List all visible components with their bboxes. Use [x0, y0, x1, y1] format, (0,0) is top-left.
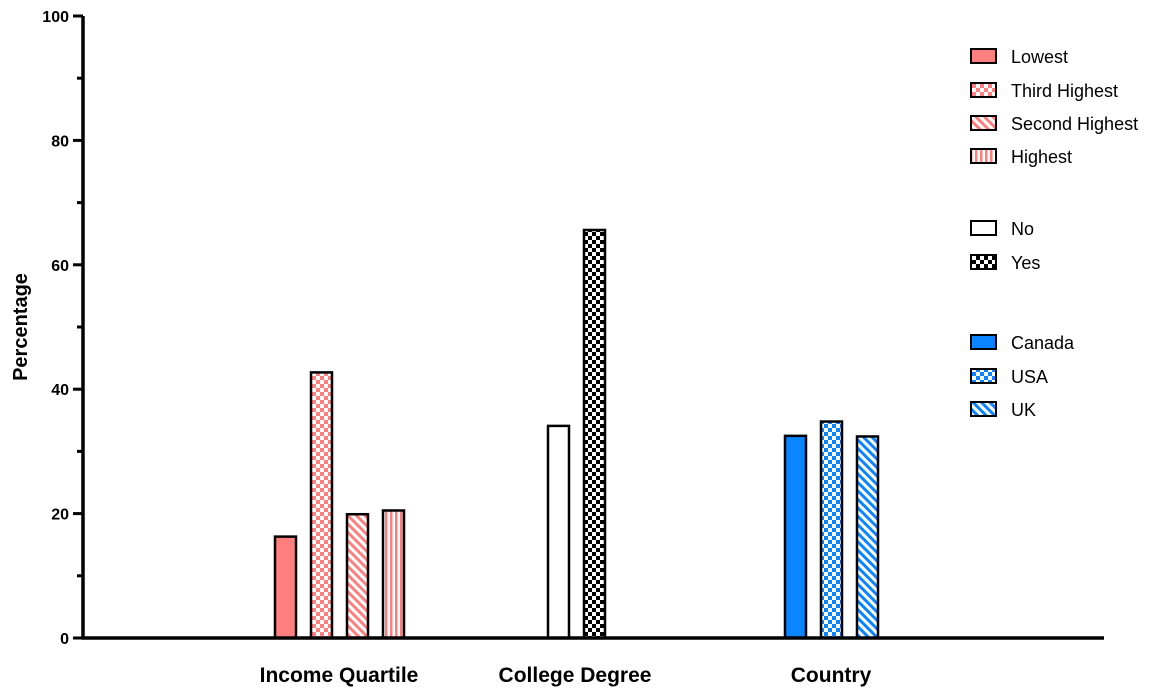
y-tick-label: 80: [51, 133, 69, 150]
legend: Lowest Third Highest Second Highest Highest…: [970, 47, 1138, 420]
y-tick-label: 40: [51, 382, 69, 399]
y-tick-label: 0: [60, 631, 69, 648]
bar-lowest: [273, 535, 298, 640]
legend-swatch-third-highest: [970, 82, 997, 98]
legend-label-usa: USA: [1011, 367, 1048, 387]
legend-label-second-highest: Second Highest: [1011, 114, 1138, 134]
legend-label-yes: Yes: [1011, 253, 1040, 273]
legend-swatch-lowest: [970, 48, 997, 64]
group-label-college-degree: College Degree: [499, 664, 652, 687]
legend-swatch-canada: [970, 334, 997, 350]
group-labels: Income Quartile College Degree Country: [260, 664, 872, 687]
legend-label-canada: Canada: [1011, 333, 1075, 353]
legend-label-no: No: [1011, 219, 1034, 239]
legend-swatch-second-highest: [970, 115, 997, 131]
legend-swatch-usa: [970, 368, 997, 384]
legend-swatch-no: [970, 220, 997, 236]
bar-uk: [855, 435, 880, 640]
y-tick-label: 100: [42, 9, 69, 26]
legend-swatch-highest: [970, 148, 997, 164]
legend-label-uk: UK: [1011, 400, 1036, 420]
legend-label-highest: Highest: [1011, 147, 1072, 167]
bars-layer: [273, 228, 880, 640]
bar-third-highest: [309, 371, 334, 640]
y-axis-title: Percentage: [10, 273, 32, 381]
legend-swatch-uk: [970, 401, 997, 417]
y-ticks: 0 20 40 60 80 100: [42, 9, 83, 648]
bar-yes: [582, 228, 607, 640]
legend-label-third-highest: Third Highest: [1011, 81, 1118, 101]
group-label-income-quartile: Income Quartile: [260, 664, 419, 687]
legend-swatch-yes: [970, 254, 997, 270]
group-label-country: Country: [791, 664, 872, 687]
y-tick-label: 60: [51, 258, 69, 275]
bar-highest: [381, 509, 406, 640]
y-tick-label: 20: [51, 507, 69, 524]
bar-canada: [783, 434, 808, 640]
bar-usa: [819, 420, 844, 640]
bar-second-highest: [345, 512, 370, 640]
legend-label-lowest: Lowest: [1011, 47, 1068, 67]
bar-no: [546, 424, 571, 640]
